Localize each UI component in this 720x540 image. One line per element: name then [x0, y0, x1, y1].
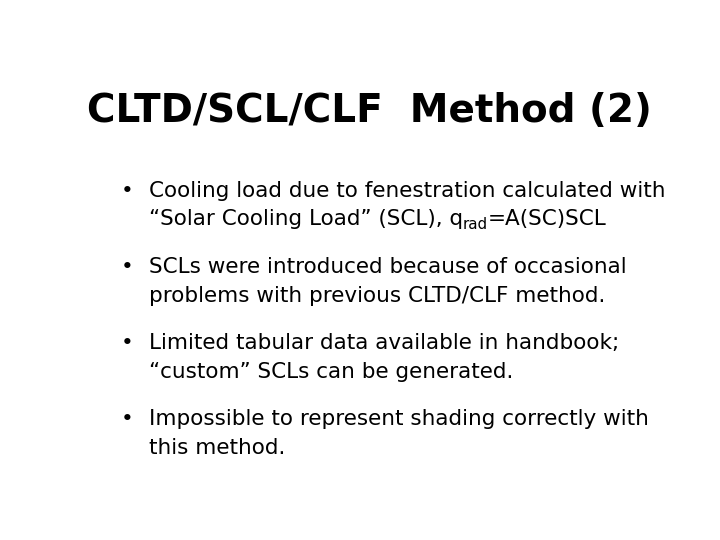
Text: “custom” SCLs can be generated.: “custom” SCLs can be generated.: [148, 362, 513, 382]
Text: •: •: [121, 409, 133, 429]
Text: Limited tabular data available in handbook;: Limited tabular data available in handbo…: [148, 333, 619, 353]
Text: •: •: [121, 333, 133, 353]
Text: “Solar Cooling Load” (SCL), q: “Solar Cooling Load” (SCL), q: [148, 210, 463, 230]
Text: this method.: this method.: [148, 438, 285, 458]
Text: CLTD/SCL/CLF  Method (2): CLTD/SCL/CLF Method (2): [86, 92, 652, 130]
Text: problems with previous CLTD/CLF method.: problems with previous CLTD/CLF method.: [148, 286, 605, 306]
Text: =A(SC)SCL: =A(SC)SCL: [488, 210, 606, 230]
Text: SCLs were introduced because of occasional: SCLs were introduced because of occasion…: [148, 258, 626, 278]
Text: Impossible to represent shading correctly with: Impossible to represent shading correctl…: [148, 409, 649, 429]
Text: •: •: [121, 258, 133, 278]
Text: rad: rad: [463, 217, 488, 232]
Text: Cooling load due to fenestration calculated with: Cooling load due to fenestration calcula…: [148, 181, 665, 201]
Text: •: •: [121, 181, 133, 201]
